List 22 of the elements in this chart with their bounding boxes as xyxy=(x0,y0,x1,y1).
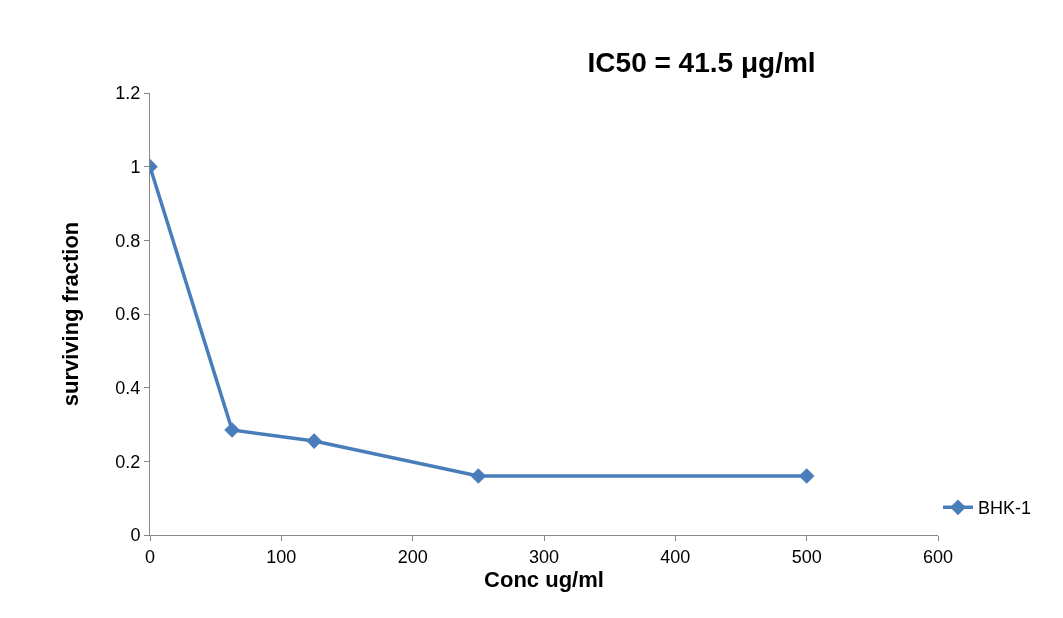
point xyxy=(224,422,240,438)
legend-label: BHK-1 xyxy=(978,498,1032,519)
y-tick-label: 0.4 xyxy=(115,377,141,398)
x-tick-label: 0 xyxy=(144,546,156,567)
chart-title: IC50 = 41.5 μg/ml xyxy=(587,46,816,78)
x-tick-label: 300 xyxy=(528,546,560,567)
y-tick-label: 0.2 xyxy=(115,451,141,472)
x-tick-label: 100 xyxy=(266,546,297,567)
y-tick-label: 1 xyxy=(130,156,141,177)
y-tick-label: 0.6 xyxy=(115,304,141,325)
y-tick-label: 1.2 xyxy=(115,83,141,104)
point xyxy=(798,468,815,484)
x-tick-label: 600 xyxy=(922,546,954,567)
y-tick-label: 0.8 xyxy=(115,230,141,251)
x-tick-label: 500 xyxy=(791,546,822,567)
x-tick-label: 200 xyxy=(397,546,428,567)
point xyxy=(306,433,322,449)
x-tick-label: 400 xyxy=(660,546,691,567)
y-tick-label: 0 xyxy=(130,525,141,546)
x-axis-title: Conc ug/ml xyxy=(484,566,604,592)
point xyxy=(470,468,487,484)
y-axis-title: surviving fraction xyxy=(58,221,84,407)
